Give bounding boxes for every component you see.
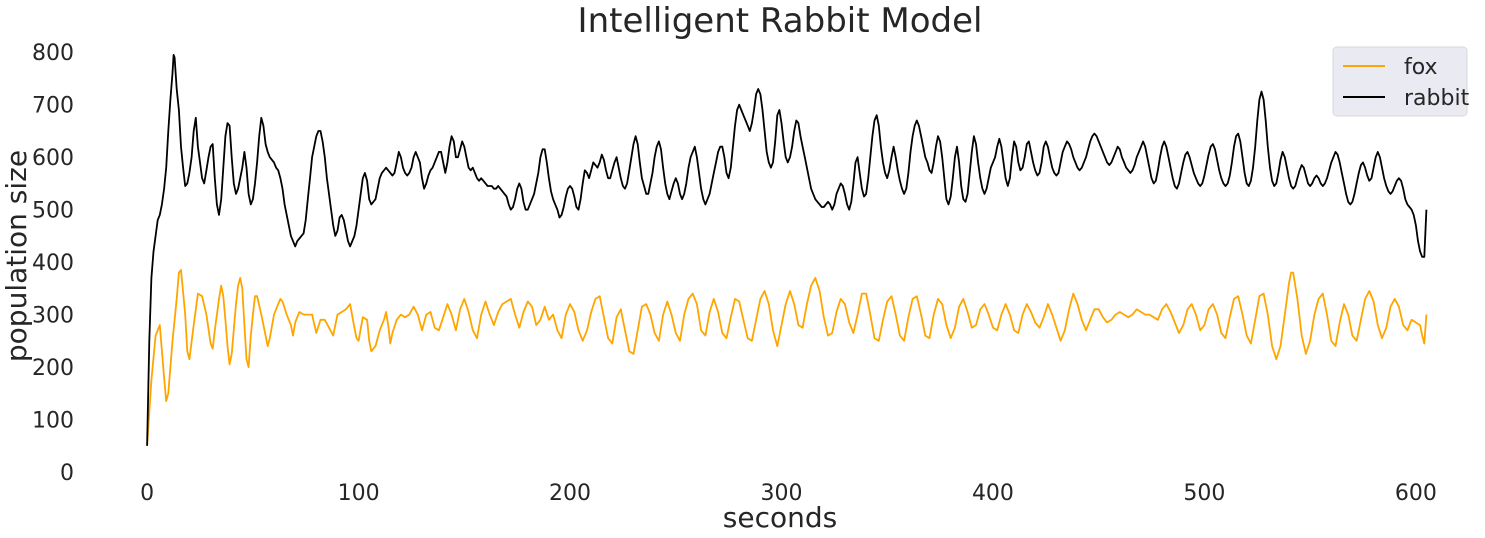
- x-axis-ticks: 0 100 200 300 400 500 600: [140, 481, 1437, 506]
- y-tick-label: 200: [32, 356, 74, 381]
- x-tick-label: 100: [338, 481, 380, 506]
- y-tick-label: 300: [32, 304, 74, 329]
- y-tick-label: 500: [32, 199, 74, 224]
- y-tick-label: 400: [32, 251, 74, 276]
- x-axis-label: seconds: [723, 501, 837, 534]
- legend-box: [1332, 46, 1468, 117]
- y-tick-label: 100: [32, 409, 74, 434]
- series-line-fox: [146, 269, 1428, 446]
- y-tick-label: 600: [32, 146, 74, 171]
- y-axis-label: population size: [0, 150, 33, 362]
- x-tick-label: 300: [761, 481, 803, 506]
- x-tick-label: 200: [549, 481, 591, 506]
- x-tick-label: 500: [1183, 481, 1225, 506]
- y-axis-ticks: 0 100 200 300 400 500 600 700 800: [32, 41, 74, 486]
- x-tick-label: 600: [1395, 481, 1437, 506]
- legend: fox rabbit: [1332, 46, 1470, 117]
- y-tick-label: 800: [32, 41, 74, 66]
- y-tick-label: 0: [60, 461, 74, 486]
- series-layer: [146, 54, 1428, 446]
- x-tick-label: 0: [140, 481, 154, 506]
- legend-label-fox: fox: [1404, 55, 1438, 80]
- y-tick-label: 700: [32, 94, 74, 119]
- series-line-rabbit: [146, 54, 1428, 446]
- chart-title: Intelligent Rabbit Model: [578, 1, 983, 41]
- legend-label-rabbit: rabbit: [1404, 86, 1470, 111]
- x-tick-label: 400: [972, 481, 1014, 506]
